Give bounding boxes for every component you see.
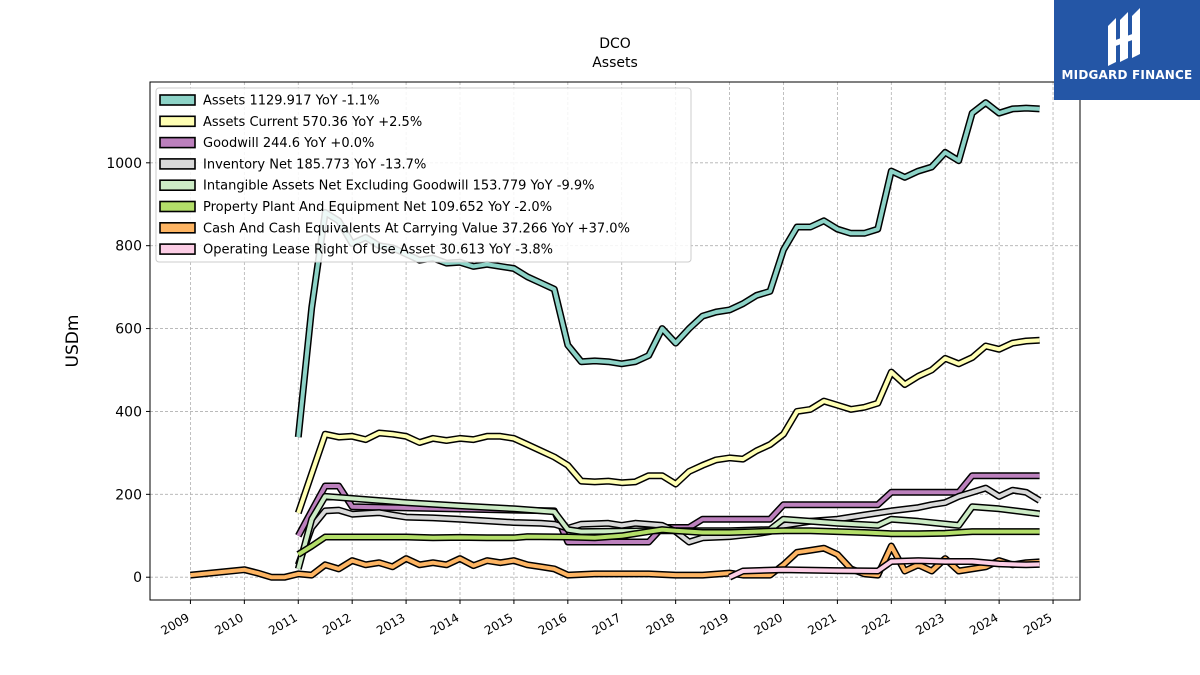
legend-swatch — [159, 243, 196, 255]
legend-swatch — [159, 200, 196, 213]
series-line — [296, 526, 1040, 558]
logo-text: MIDGARD FINANCE — [1061, 68, 1193, 82]
x-tick-label: 2019 — [698, 610, 731, 637]
chart-title: DCO — [599, 36, 631, 52]
x-tick-label: 2020 — [752, 610, 785, 637]
y-tick-label: 600 — [115, 322, 142, 338]
x-tick-label: 2024 — [967, 610, 1000, 637]
series-stroke — [728, 558, 1040, 580]
x-tick-label: 2018 — [644, 610, 677, 637]
x-axis: 2009 2010 2011 2012 2013 2014 2015 2016 2017 2018… — [158, 600, 1055, 638]
logo-mark-icon — [1108, 8, 1140, 66]
series-outline — [294, 336, 1040, 515]
legend-label: Assets Current 570.36 YoY +2.5% — [203, 115, 422, 130]
series-stroke — [190, 544, 1040, 580]
legend-swatch — [159, 136, 196, 149]
x-tick-label: 2016 — [536, 610, 569, 637]
legend: Assets 1129.917 YoY -1.1% Assets Current … — [155, 87, 692, 263]
legend-label: Goodwill 244.6 YoY +0.0% — [203, 136, 374, 151]
series-line — [190, 542, 1040, 581]
x-tick-label: 2021 — [805, 610, 838, 637]
x-tick-label: 2015 — [482, 610, 515, 637]
chart-subtitle: Assets — [592, 55, 638, 71]
x-tick-label: 2025 — [1021, 610, 1054, 637]
x-tick-label: 2009 — [158, 610, 191, 637]
legend-label: Inventory Net 185.773 YoY -13.7% — [203, 157, 426, 172]
series-line — [728, 557, 1040, 581]
y-axis-label: USDm — [63, 315, 83, 368]
y-tick-label: 200 — [115, 487, 142, 503]
series-line — [294, 336, 1040, 515]
x-tick-label: 2012 — [320, 610, 353, 637]
legend-swatch — [159, 115, 196, 128]
y-tick-label: 1000 — [106, 156, 142, 172]
y-tick-label: 0 — [133, 570, 142, 586]
legend-label: Intangible Assets Net Excluding Goodwill… — [203, 179, 594, 194]
x-tick-label: 2022 — [859, 610, 892, 637]
y-tick-label: 800 — [115, 239, 142, 255]
x-tick-label: 2010 — [212, 610, 245, 637]
legend-swatch — [159, 158, 196, 170]
legend-box — [155, 87, 692, 263]
legend-label: Property Plant And Equipment Net 109.652… — [203, 200, 552, 215]
series-stroke — [297, 527, 1040, 557]
x-tick-label: 2023 — [913, 610, 946, 637]
plot-frame — [149, 81, 1081, 601]
y-tick-label: 400 — [115, 404, 142, 420]
x-tick-label: 2017 — [590, 610, 623, 637]
legend-label: Assets 1129.917 YoY -1.1% — [203, 94, 380, 109]
legend-label: Operating Lease Right Of Use Asset 30.61… — [203, 243, 553, 258]
series-stroke — [296, 338, 1040, 514]
logo: MIDGARD FINANCE — [1054, 0, 1200, 100]
y-axis: 0 200 400 600 800 1000 — [106, 156, 150, 586]
series-line — [295, 484, 1042, 566]
legend-swatch — [159, 222, 196, 234]
x-tick-label: 2013 — [374, 610, 407, 637]
legend-swatch — [159, 179, 196, 191]
legend-label: Cash And Cash Equivalents At Carrying Va… — [203, 221, 630, 236]
legend-swatch — [159, 94, 196, 106]
x-tick-label: 2011 — [266, 610, 299, 637]
x-tick-label: 2014 — [428, 610, 461, 637]
series-stroke — [296, 486, 1041, 566]
